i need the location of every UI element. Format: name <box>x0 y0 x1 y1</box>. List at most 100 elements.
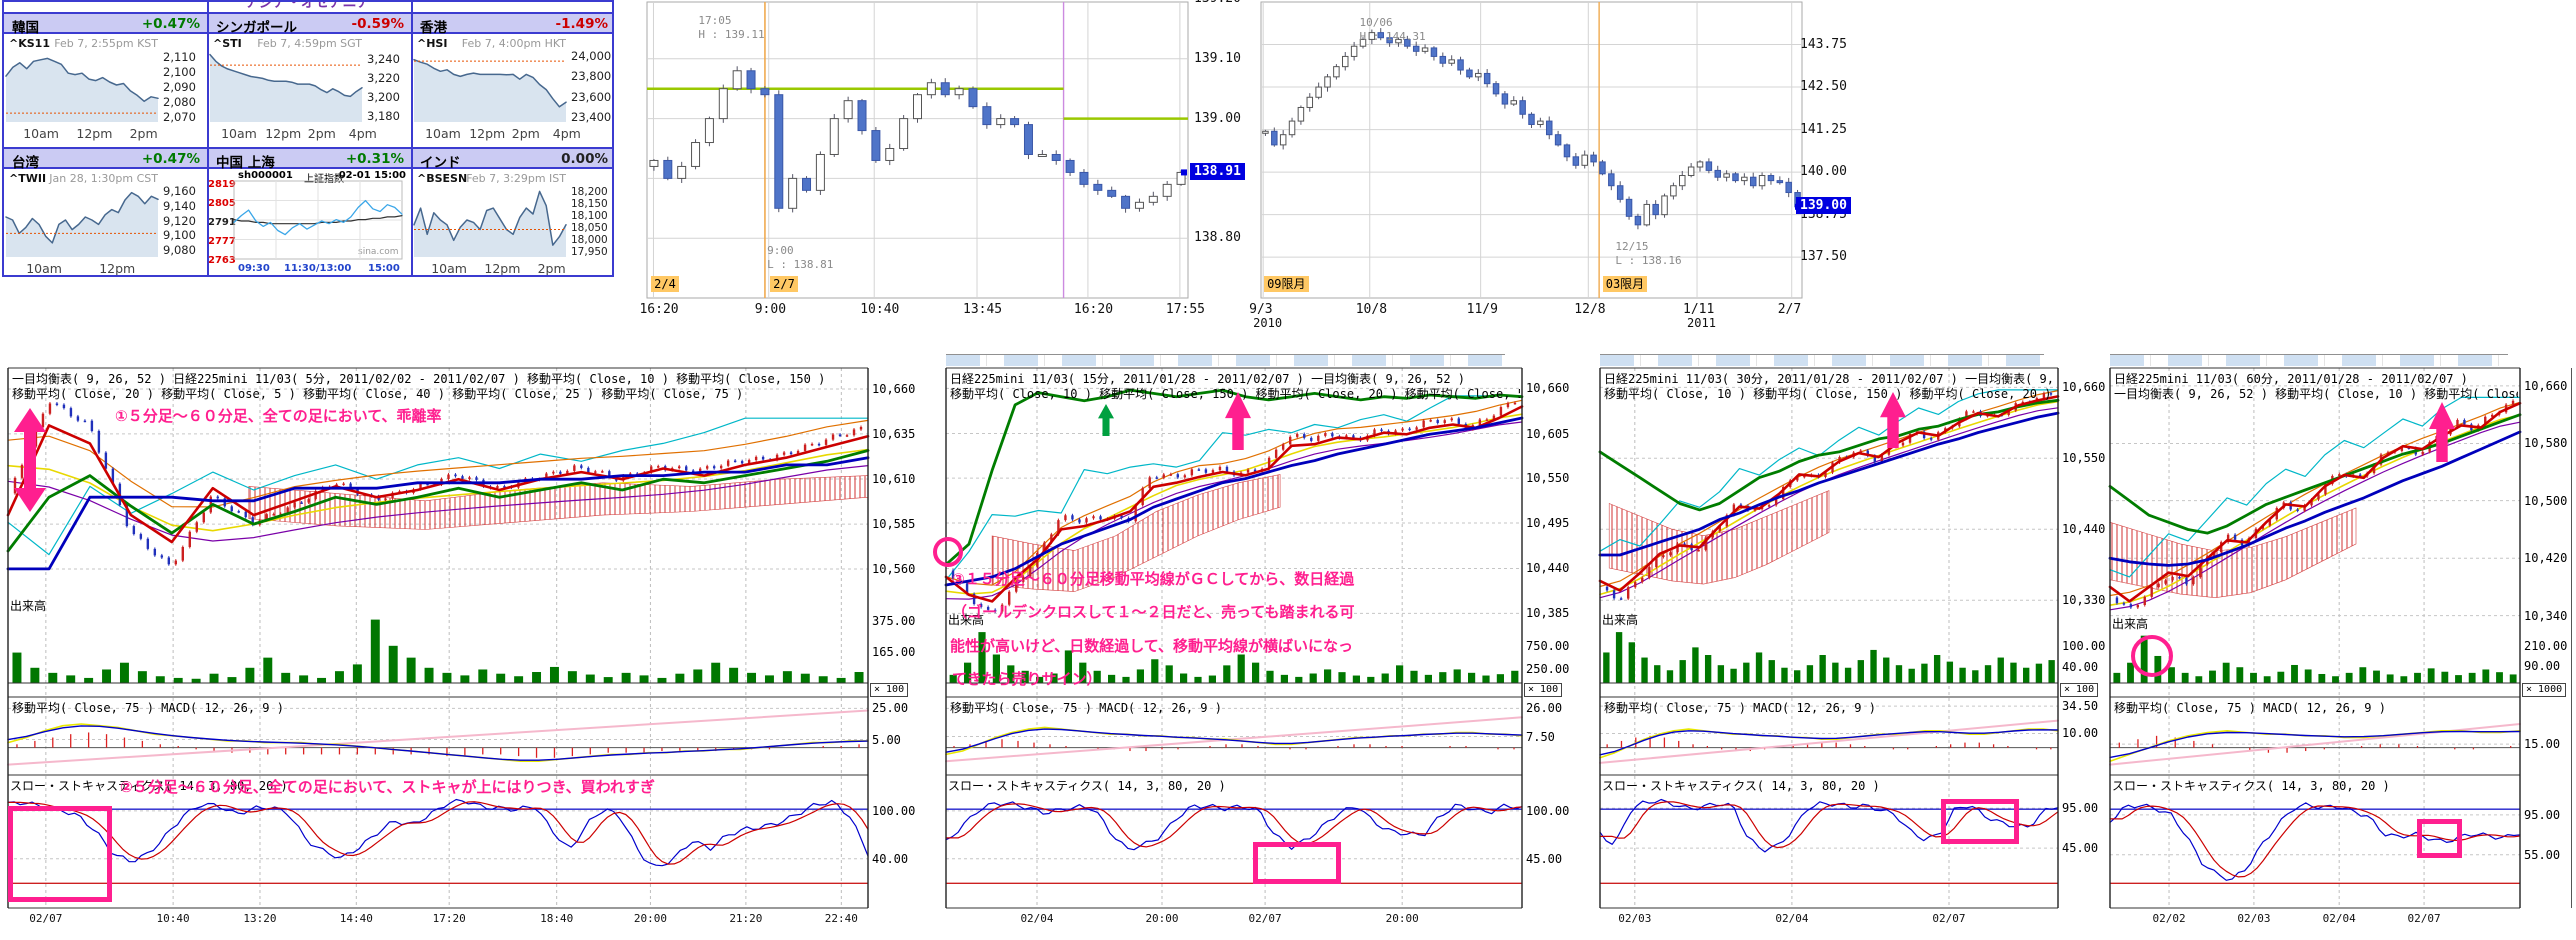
y-axis-label: 9,080 <box>163 243 196 258</box>
macd-axis-label: 25.00 <box>872 701 909 716</box>
sh-y-label: 2763 <box>208 255 236 266</box>
market-header: 韓国 +0.47% <box>4 12 208 36</box>
price-axis-label: 10,495 <box>1526 516 1570 531</box>
up-arrow-annotation <box>1880 392 1906 448</box>
y-axis-label: 9,160 <box>163 183 196 198</box>
x-axis-label: 12pm <box>99 261 136 276</box>
market-name: 香港 <box>420 20 447 36</box>
pink-double-arrow <box>14 408 46 512</box>
y-axis-label: 2,100 <box>163 65 196 80</box>
x-axis-label: 10am <box>23 126 59 141</box>
intraday_chart-x-label: 9:00 <box>754 302 787 317</box>
market-symbol: ^KS11 <box>9 37 50 50</box>
panel-title-line2: 移動平均( Close, 10 ) 移動平均( Close, 150 ) 移動平… <box>1604 387 2056 401</box>
daily_chart-y-label: 141.25 <box>1800 121 1847 137</box>
time-axis-label: 02/02 <box>2152 912 2186 925</box>
daily_chart-x-label: 10/8 <box>1355 302 1388 317</box>
daily_chart-x-label: 9/3 <box>1249 302 1273 317</box>
panel-title-line2: 一目均衡表( 9, 26, 52 ) 移動平均( Close, 10 ) 移動平… <box>2114 387 2518 401</box>
intraday_chart-last-price-badge: 138.91 <box>1190 163 1245 181</box>
y-axis-label: 23,600 <box>571 89 612 104</box>
market-symbol: ^STI <box>213 37 242 50</box>
pink-highlight-box <box>2417 819 2462 858</box>
time-axis-label: 02/03 <box>1618 912 1652 925</box>
daily_chart-y-label: 143.75 <box>1800 36 1847 52</box>
time-axis-label: 02/04 <box>1020 912 1054 925</box>
stoch-axis-label: 95.00 <box>2062 801 2099 816</box>
daily_chart-x-label: 11/9 <box>1466 302 1498 317</box>
y-axis-label: 2,110 <box>163 50 196 65</box>
up-arrow-annotation <box>2429 402 2455 462</box>
x-axis-label: 12pm <box>76 126 113 141</box>
sh-x-label: 09:30 <box>238 263 270 274</box>
volume-axis-label: 750.00 <box>1526 638 1570 653</box>
price-axis-label: 10,610 <box>872 472 916 487</box>
stoch-axis-label: 40.00 <box>872 851 909 866</box>
market-name: インド <box>420 155 461 171</box>
daily_chart-x-label: 2/7 <box>1777 302 1802 317</box>
time-axis-label: 02/07 <box>2407 912 2441 925</box>
pink-highlight-box <box>1253 842 1341 884</box>
price-axis-label: 10,660 <box>2524 378 2568 393</box>
low-value: L : 138.81 <box>767 258 834 272</box>
macd-pane-title: 移動平均( Close, 75 ) MACD( 12, 26, 9 ) <box>12 701 284 715</box>
time-axis-label: 22:40 <box>824 912 858 925</box>
intraday_chart-y-label: 139.10 <box>1194 50 1241 66</box>
intraday_chart-x-label: 10:40 <box>860 302 900 317</box>
stoch-pane-title: スロー・ストキャスティクス( 14, 3, 80, 20 ) <box>10 779 288 793</box>
mini-chart-^BSESN <box>413 190 567 257</box>
screen-edge-line <box>2571 368 2572 908</box>
window-strip[interactable] <box>946 354 1505 366</box>
volume-axis-label: 375.00 <box>872 613 916 628</box>
y-axis-label: 18,150 <box>571 198 608 211</box>
price-axis-label: 10,560 <box>872 562 916 577</box>
market-timestamp: Feb 7, 2:55pm KST <box>54 37 158 50</box>
y-axis-label: 23,400 <box>571 109 612 124</box>
high-value: H : 144.31 <box>1359 29 1426 43</box>
panel-1-canvas <box>6 367 870 909</box>
y-axis-label: 9,120 <box>163 213 196 228</box>
time-axis-label: 10:40 <box>156 912 190 925</box>
sh-x-label: 15:00 <box>368 263 400 274</box>
volume-label: 出来高 <box>1602 613 1639 627</box>
x-axis-label: 10am <box>425 126 461 141</box>
stoch-axis-label: 95.00 <box>2524 807 2561 822</box>
macd-axis-label: 5.00 <box>872 732 901 747</box>
mini-chart-^TWII <box>5 191 159 257</box>
time-axis-label: 14:40 <box>339 912 373 925</box>
y-axis-label: 18,100 <box>571 210 608 223</box>
window-strip[interactable] <box>1600 354 2045 366</box>
panel-title-line1: 日経225mini 11/03( 60分, 2011/01/28 - 2011/… <box>2114 372 2468 386</box>
low-time: 12/15 <box>1615 240 1649 254</box>
volume-unit-badge: × 100 <box>870 683 909 697</box>
price-axis-label: 10,660 <box>2062 380 2106 395</box>
price-axis-label: 10,660 <box>872 381 916 396</box>
price-axis-label: 10,550 <box>1526 471 1570 486</box>
sh-index-name: 上証指数 <box>304 174 344 185</box>
x-axis-label: 2pm <box>537 261 566 276</box>
market-header: 中国 上海 +0.31% <box>208 147 412 171</box>
y-axis-label: 18,000 <box>571 234 608 247</box>
intraday_chart-period-badge: 2/7 <box>770 276 798 292</box>
time-axis-label: 18:40 <box>540 912 574 925</box>
y-axis-label: 3,200 <box>367 90 400 105</box>
x-axis-label: 2pm <box>129 126 158 141</box>
macd-axis-label: 7.50 <box>1526 729 1555 744</box>
window-strip[interactable] <box>2110 354 2508 366</box>
market-change-pct: +0.47% <box>141 151 200 167</box>
daily_chart-last-price-badge: 139.00 <box>1796 197 1851 215</box>
y-axis-label: 17,950 <box>571 246 608 259</box>
daily_chart-period-badge: 03限月 <box>1602 276 1648 292</box>
high-value: H : 139.11 <box>698 27 765 41</box>
y-axis-label: 2,090 <box>163 80 196 94</box>
price-axis-label: 10,440 <box>1526 561 1570 576</box>
intraday_chart-low-note: 9:00 L : 138.81 <box>767 244 833 272</box>
price-axis-label: 10,340 <box>2524 608 2568 623</box>
y-axis-label: 3,240 <box>367 52 400 67</box>
price-axis-label: 10,385 <box>1526 606 1570 621</box>
time-axis-label: 02/04 <box>2322 912 2356 925</box>
mini-chart-^STI <box>209 53 363 123</box>
stoch-axis-label: 45.00 <box>2062 841 2099 856</box>
volume-axis-label: 210.00 <box>2524 638 2568 653</box>
daily_chart-year-label: 2011 <box>1687 316 1716 330</box>
